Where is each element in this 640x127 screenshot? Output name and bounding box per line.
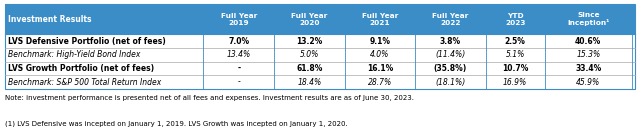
- Text: Note: investment performance is presented net of all fees and expenses. Investme: Note: investment performance is presente…: [5, 95, 414, 101]
- Text: 5.1%: 5.1%: [506, 50, 525, 59]
- Text: (1) LVS Defensive was incepted on January 1, 2019. LVS Growth was incepted on Ja: (1) LVS Defensive was incepted on Januar…: [5, 121, 348, 127]
- Text: 40.6%: 40.6%: [575, 37, 602, 46]
- Text: -: -: [237, 78, 240, 87]
- Text: YTD
2023: YTD 2023: [505, 13, 525, 26]
- Text: Full Year
2020: Full Year 2020: [291, 13, 328, 26]
- Text: 7.0%: 7.0%: [228, 37, 250, 46]
- Text: (35.8%): (35.8%): [434, 64, 467, 73]
- Text: Full Year
2021: Full Year 2021: [362, 13, 398, 26]
- Bar: [5, 4, 635, 89]
- Text: Full Year
2019: Full Year 2019: [221, 13, 257, 26]
- Bar: [5, 62, 635, 75]
- Bar: [5, 48, 635, 62]
- Text: 9.1%: 9.1%: [369, 37, 390, 46]
- Bar: [5, 34, 635, 48]
- Text: Since
Inception¹: Since Inception¹: [567, 12, 609, 26]
- Text: 28.7%: 28.7%: [368, 78, 392, 87]
- Text: Benchmark: S&P 500 Total Return Index: Benchmark: S&P 500 Total Return Index: [8, 78, 161, 87]
- Text: 4.0%: 4.0%: [370, 50, 390, 59]
- Bar: [5, 75, 635, 89]
- Text: 10.7%: 10.7%: [502, 64, 529, 73]
- Text: 5.0%: 5.0%: [300, 50, 319, 59]
- Text: (18.1%): (18.1%): [435, 78, 465, 87]
- Text: Investment Results: Investment Results: [8, 15, 92, 24]
- Text: 33.4%: 33.4%: [575, 64, 602, 73]
- Text: 61.8%: 61.8%: [296, 64, 323, 73]
- Text: Benchmark: High-Yield Bond Index: Benchmark: High-Yield Bond Index: [8, 50, 141, 59]
- Text: 45.9%: 45.9%: [576, 78, 600, 87]
- Text: 13.4%: 13.4%: [227, 50, 251, 59]
- Text: 16.1%: 16.1%: [367, 64, 393, 73]
- Text: -: -: [237, 64, 241, 73]
- Text: Full Year
2022: Full Year 2022: [432, 13, 468, 26]
- Text: LVS Growth Portfolio (net of fees): LVS Growth Portfolio (net of fees): [8, 64, 154, 73]
- Text: 3.8%: 3.8%: [440, 37, 461, 46]
- Text: 13.2%: 13.2%: [296, 37, 323, 46]
- Text: (11.4%): (11.4%): [435, 50, 465, 59]
- Bar: [5, 4, 635, 34]
- Text: LVS Defensive Portfolio (net of fees): LVS Defensive Portfolio (net of fees): [8, 37, 166, 46]
- Text: 2.5%: 2.5%: [505, 37, 525, 46]
- Text: 16.9%: 16.9%: [503, 78, 527, 87]
- Text: 15.3%: 15.3%: [576, 50, 600, 59]
- Text: 18.4%: 18.4%: [297, 78, 321, 87]
